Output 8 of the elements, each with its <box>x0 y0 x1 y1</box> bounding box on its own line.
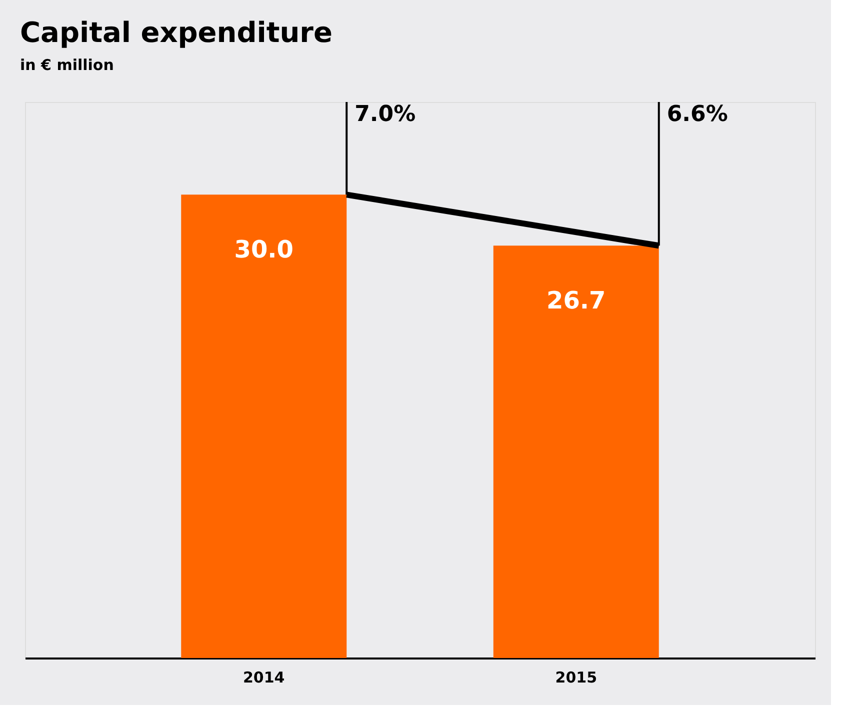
chart-title: Capital expenditure <box>20 16 332 49</box>
annotation: 6.6% <box>666 102 728 127</box>
data-label: 30.0 <box>234 236 294 264</box>
annotation: 7.0% <box>354 102 416 127</box>
chart-subtitle: in € million <box>20 56 114 74</box>
data-label: 26.7 <box>546 286 606 315</box>
x-tick-label: 2015 <box>555 668 597 686</box>
x-tick-label: 2014 <box>243 668 285 686</box>
